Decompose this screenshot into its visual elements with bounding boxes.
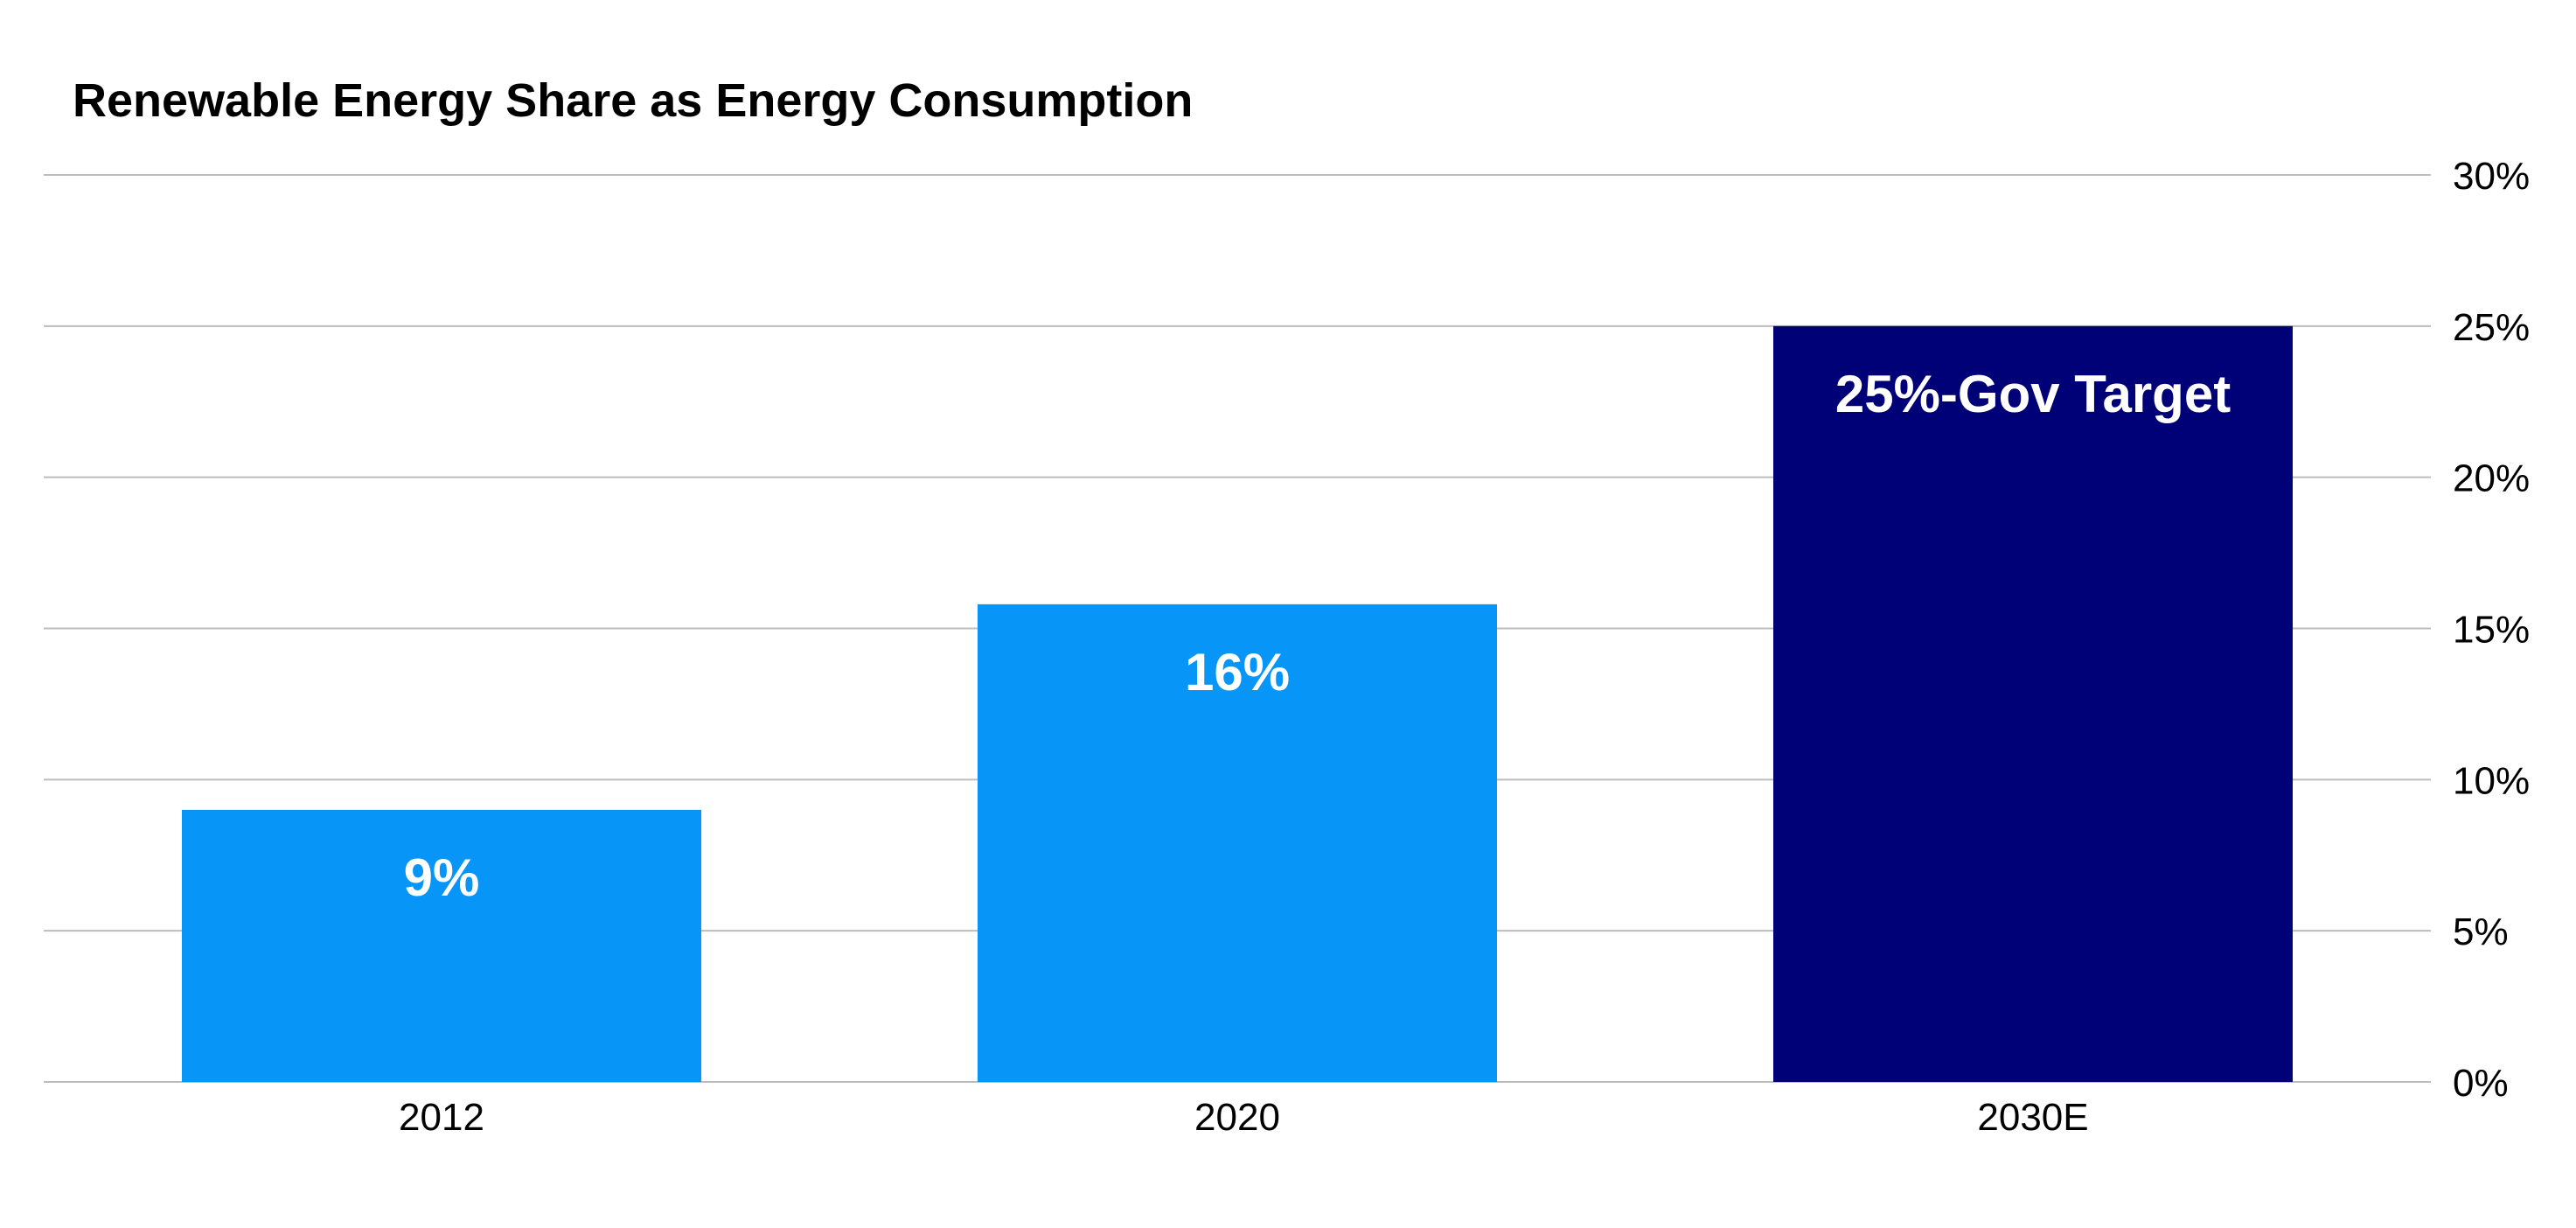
- chart-title: Renewable Energy Share as Energy Consump…: [73, 74, 1194, 127]
- bar-2030E: [1773, 325, 2293, 1082]
- y-tick-label: 15%: [2453, 609, 2530, 652]
- y-tick-label: 5%: [2453, 911, 2509, 953]
- x-axis-ticks: 2012 2020 2030E: [399, 1096, 2089, 1139]
- y-tick-label: 0%: [2453, 1062, 2509, 1105]
- data-label-2030E: 25%-Gov Target: [1835, 365, 2231, 423]
- data-label-2012: 9%: [404, 848, 480, 907]
- x-tick-label-2020: 2020: [1194, 1096, 1280, 1139]
- bar-2012: [182, 809, 701, 1082]
- data-label-2020: 16%: [1185, 643, 1290, 701]
- bars: [182, 325, 2293, 1082]
- y-tick-label: 20%: [2453, 457, 2530, 500]
- bar-2020: [978, 604, 1497, 1082]
- y-tick-label: 10%: [2453, 759, 2530, 802]
- x-tick-label-2030E: 2030E: [1977, 1096, 2088, 1139]
- y-tick-label: 30%: [2453, 155, 2530, 198]
- data-labels: 9% 16% 25%-Gov Target: [404, 365, 2231, 907]
- y-axis-ticks: 0% 5% 10% 15% 20% 25% 30%: [2453, 155, 2530, 1105]
- y-tick-label: 25%: [2453, 306, 2530, 349]
- x-tick-label-2012: 2012: [399, 1096, 484, 1139]
